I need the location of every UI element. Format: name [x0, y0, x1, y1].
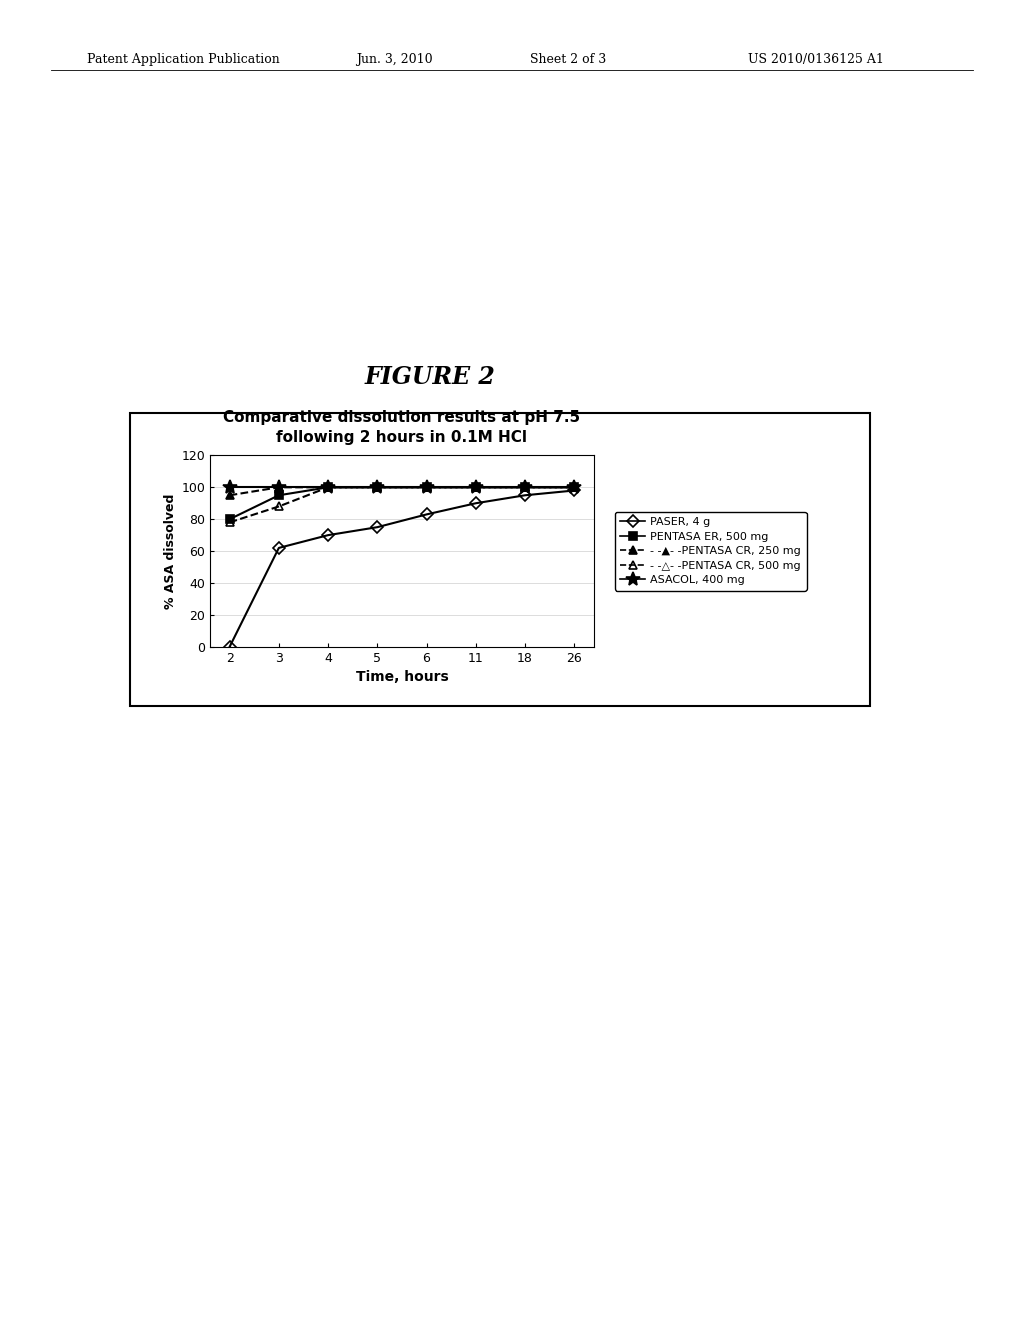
Y-axis label: % ASA dissolved: % ASA dissolved — [164, 494, 177, 609]
Text: Comparative dissolution results at pH 7.5
following 2 hours in 0.1M HCl: Comparative dissolution results at pH 7.… — [223, 411, 581, 445]
X-axis label: Time, hours: Time, hours — [355, 671, 449, 684]
Legend: PASER, 4 g, PENTASA ER, 500 mg, - -▲- -PENTASA CR, 250 mg, - -△- -PENTASA CR, 50: PASER, 4 g, PENTASA ER, 500 mg, - -▲- -P… — [614, 512, 807, 590]
Text: Sheet 2 of 3: Sheet 2 of 3 — [530, 53, 606, 66]
Text: Patent Application Publication: Patent Application Publication — [87, 53, 280, 66]
Text: US 2010/0136125 A1: US 2010/0136125 A1 — [748, 53, 884, 66]
Text: Jun. 3, 2010: Jun. 3, 2010 — [356, 53, 432, 66]
Text: FIGURE 2: FIGURE 2 — [365, 366, 496, 389]
